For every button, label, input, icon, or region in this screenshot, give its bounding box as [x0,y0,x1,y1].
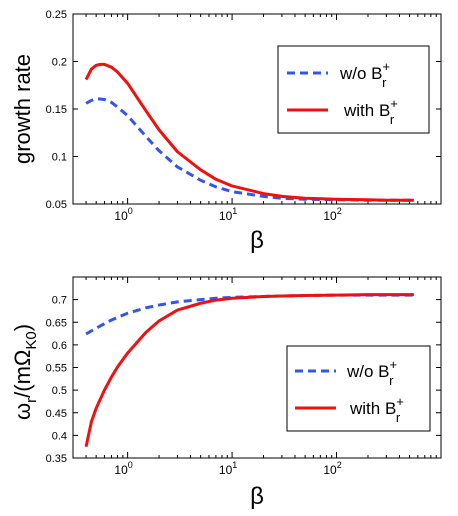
legend-entry-2: with B+ r [343,96,398,127]
x-tick-label: 100 [114,206,132,223]
y-tick-label: 0.5 [52,385,67,397]
series-group [84,293,414,448]
x-ticks: 100 101 102 [72,14,437,223]
y-label-K0-sub: K0 [23,331,40,349]
series-group [84,62,414,202]
y-tick-label: 0.6 [52,340,67,352]
y-label-close: ) [10,324,35,331]
y-tick-label: 0.05 [46,199,67,211]
y-tick-label: 0.4 [52,430,67,442]
y-ticks: 0.35 0.4 0.45 0.5 0.55 0.6 0.65 0.7 [46,295,441,465]
y-tick-label: 0.65 [46,317,67,329]
legend-entry-2-text: with B [349,399,396,418]
legend-entry-2-sup: + [390,96,398,111]
y-tick-label: 0.25 [46,9,67,21]
growth-rate-panel: 0.05 0.1 0.15 0.2 0.25 100 101 102 growth rate… [10,9,442,254]
x-tick-label: 102 [323,206,341,223]
y-axis-label: ωr/(mΩK0) [10,324,40,420]
legend-entry-1-sub: r [389,373,394,388]
legend: w/o B+ r with B+ r [277,45,430,134]
legend-entry-1-sup: + [383,59,391,74]
legend-entry-1-sup: + [390,357,398,372]
y-tick-label: 0.15 [46,104,67,116]
y-tick-label: 0.45 [46,408,67,420]
series-line-with-br [84,62,414,202]
x-ticks: 100 101 102 [72,277,437,477]
legend-entry-1: w/o B+ r [339,59,390,90]
legend-entry-1-sub: r [382,75,387,90]
legend-entry-1-text: w/o B [346,362,390,381]
frequency-panel: 0.35 0.4 0.45 0.5 0.55 0.6 0.65 0.7 100 101 102 ω… [10,276,442,510]
x-axis-label: β [250,227,264,254]
y-tick-label: 0.2 [52,57,67,69]
y-label-omega: ω [10,403,35,420]
legend-entry-2-sub: r [390,112,395,127]
y-ticks: 0.05 0.1 0.15 0.2 0.25 [46,9,441,211]
y-label-mid: /(mΩ [10,350,35,398]
legend: w/o B+ r with B+ r [286,345,431,432]
legend-box [286,345,431,432]
x-axis-label: β [250,483,264,510]
legend-box [277,45,430,134]
y-tick-label: 0.35 [46,453,67,465]
y-axis-label: growth rate [10,54,35,164]
x-tick-label: 100 [114,460,132,477]
legend-entry-2-text: with B [343,101,390,120]
y-tick-label: 0.55 [46,363,67,375]
legend-entry-1-text: w/o B [339,64,383,83]
y-label-omega-sub: r [23,398,40,403]
x-tick-label: 101 [219,206,237,223]
legend-entry-2-sub: r [396,410,401,425]
x-tick-label: 102 [323,460,341,477]
y-tick-label: 0.1 [52,152,67,164]
legend-entry-2: with B+ r [349,394,404,425]
x-tick-label: 101 [219,460,237,477]
legend-entry-2-sup: + [396,394,404,409]
series-line-with-br [84,293,414,448]
y-tick-label: 0.7 [52,295,67,307]
legend-entry-1: w/o B+ r [346,357,397,388]
